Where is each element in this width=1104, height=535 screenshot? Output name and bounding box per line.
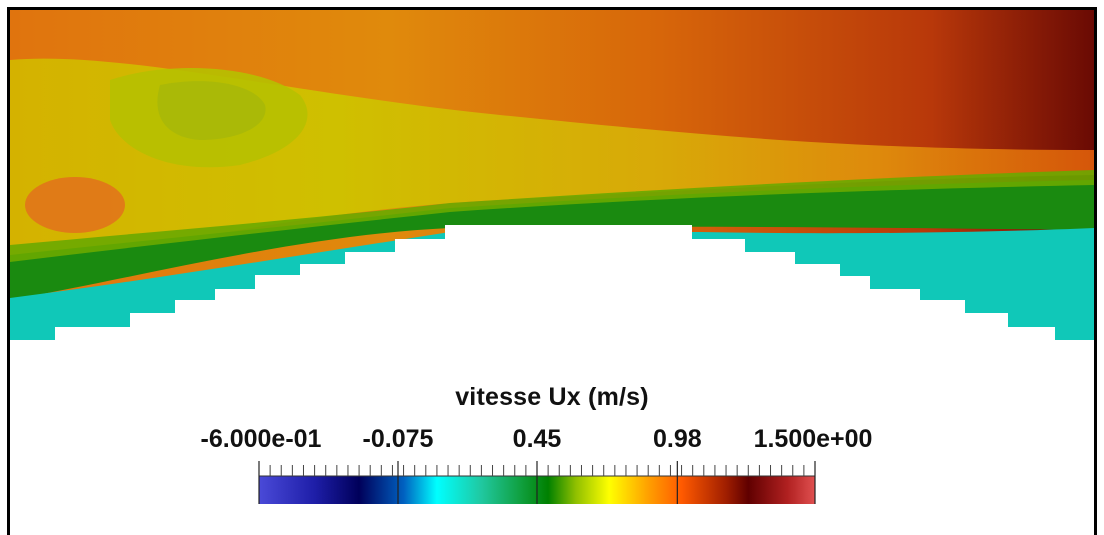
colorbar-tick-label: 0.45	[512, 425, 562, 453]
colorbar-tick-label: -0.075	[362, 425, 434, 453]
left-orange-blob	[25, 177, 125, 233]
frame-border-right	[1094, 7, 1097, 535]
colorbar-tick-label: 1.500e+00	[753, 425, 873, 453]
colorbar-tick-label: 0.98	[652, 425, 702, 453]
colorbar-ticks	[258, 461, 816, 504]
bed-obstacle	[10, 225, 1094, 535]
shear-layer	[10, 180, 1094, 300]
frame-border-top	[7, 7, 1097, 10]
colorbar-tick-label: -6.000e-01	[200, 425, 322, 453]
frame-border-left	[7, 7, 10, 535]
shear-layer-light	[10, 170, 1094, 262]
recirculation-inner	[157, 81, 266, 140]
colorbar-title: vitesse Ux (m/s)	[455, 383, 649, 411]
